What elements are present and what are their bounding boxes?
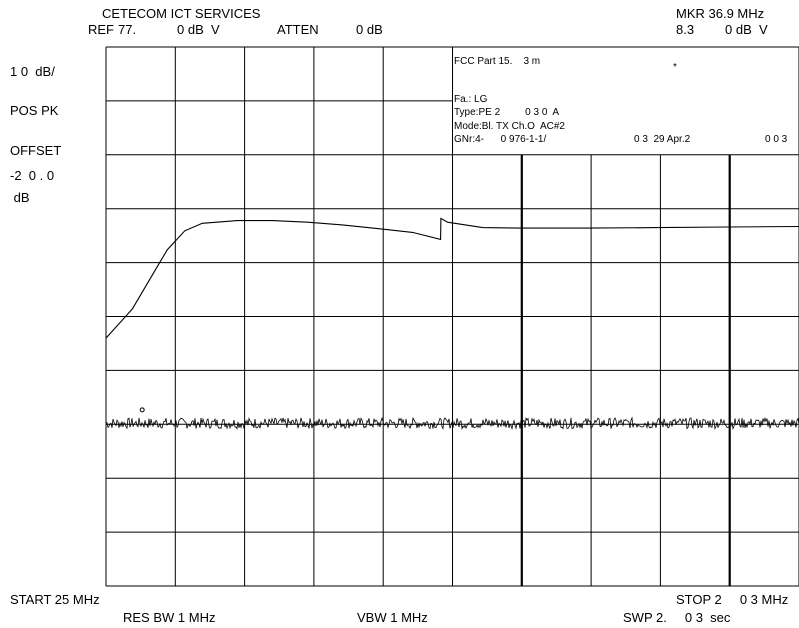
sweep-time: SWP 2. 0 3 sec	[623, 610, 731, 625]
info-manufacturer: Fa.: LG	[454, 94, 488, 105]
offset-value: -2 0 . 0	[10, 168, 55, 183]
info-date: 0 3 29 Apr.2	[634, 134, 691, 145]
main-trace	[105, 217, 799, 339]
ref-label: REF	[88, 22, 114, 37]
info-suffix: 0 0 3	[765, 134, 788, 145]
atten-label: ATTEN	[277, 22, 319, 37]
offset-unit: dB	[10, 190, 30, 205]
info-marker-symbol: *	[673, 62, 677, 73]
info-mode: Mode:Bl. TX Ch.O AC#2	[454, 121, 565, 132]
info-standard: FCC Part 15. 3 m	[454, 56, 541, 67]
atten-value: 0 dB	[356, 22, 383, 37]
start-frequency: START 25 MHz	[10, 592, 100, 607]
company-name: CETECOM ICT SERVICES	[102, 6, 261, 21]
marker-unit: 0 dB V	[725, 22, 768, 37]
noise-floor-trace	[105, 416, 799, 431]
marker-point	[139, 407, 145, 413]
graticule	[105, 46, 799, 587]
info-type: Type:PE 2 0 3 0 A	[454, 107, 560, 118]
detector-mode: POS PK	[10, 103, 59, 118]
video-bandwidth: VBW 1 MHz	[357, 610, 428, 625]
stop-frequency: STOP 2 0 3 MHz	[676, 592, 789, 607]
resolution-bandwidth: RES BW 1 MHz	[123, 610, 216, 625]
ref-unit: 0 dB V	[177, 22, 220, 37]
info-test-number: GNr:4- 0 976-1-1/	[454, 134, 547, 145]
scale-per-division: 1 0 dB/	[10, 64, 55, 79]
ref-value: 77.	[118, 22, 137, 37]
marker-frequency: MKR 36.9 MHz	[676, 6, 765, 21]
offset-label: OFFSET	[10, 143, 62, 158]
marker-level: 8.3	[676, 22, 695, 37]
